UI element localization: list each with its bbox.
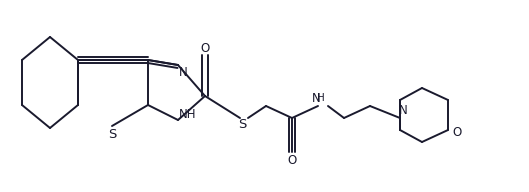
Text: N: N	[312, 92, 321, 104]
Text: O: O	[287, 153, 297, 166]
Text: S: S	[108, 127, 116, 141]
Text: H: H	[317, 93, 325, 103]
Text: O: O	[452, 126, 462, 138]
Text: NH: NH	[179, 108, 197, 122]
Text: N: N	[179, 66, 187, 79]
Text: N: N	[399, 104, 407, 118]
Text: O: O	[200, 41, 209, 55]
Text: S: S	[238, 118, 246, 132]
